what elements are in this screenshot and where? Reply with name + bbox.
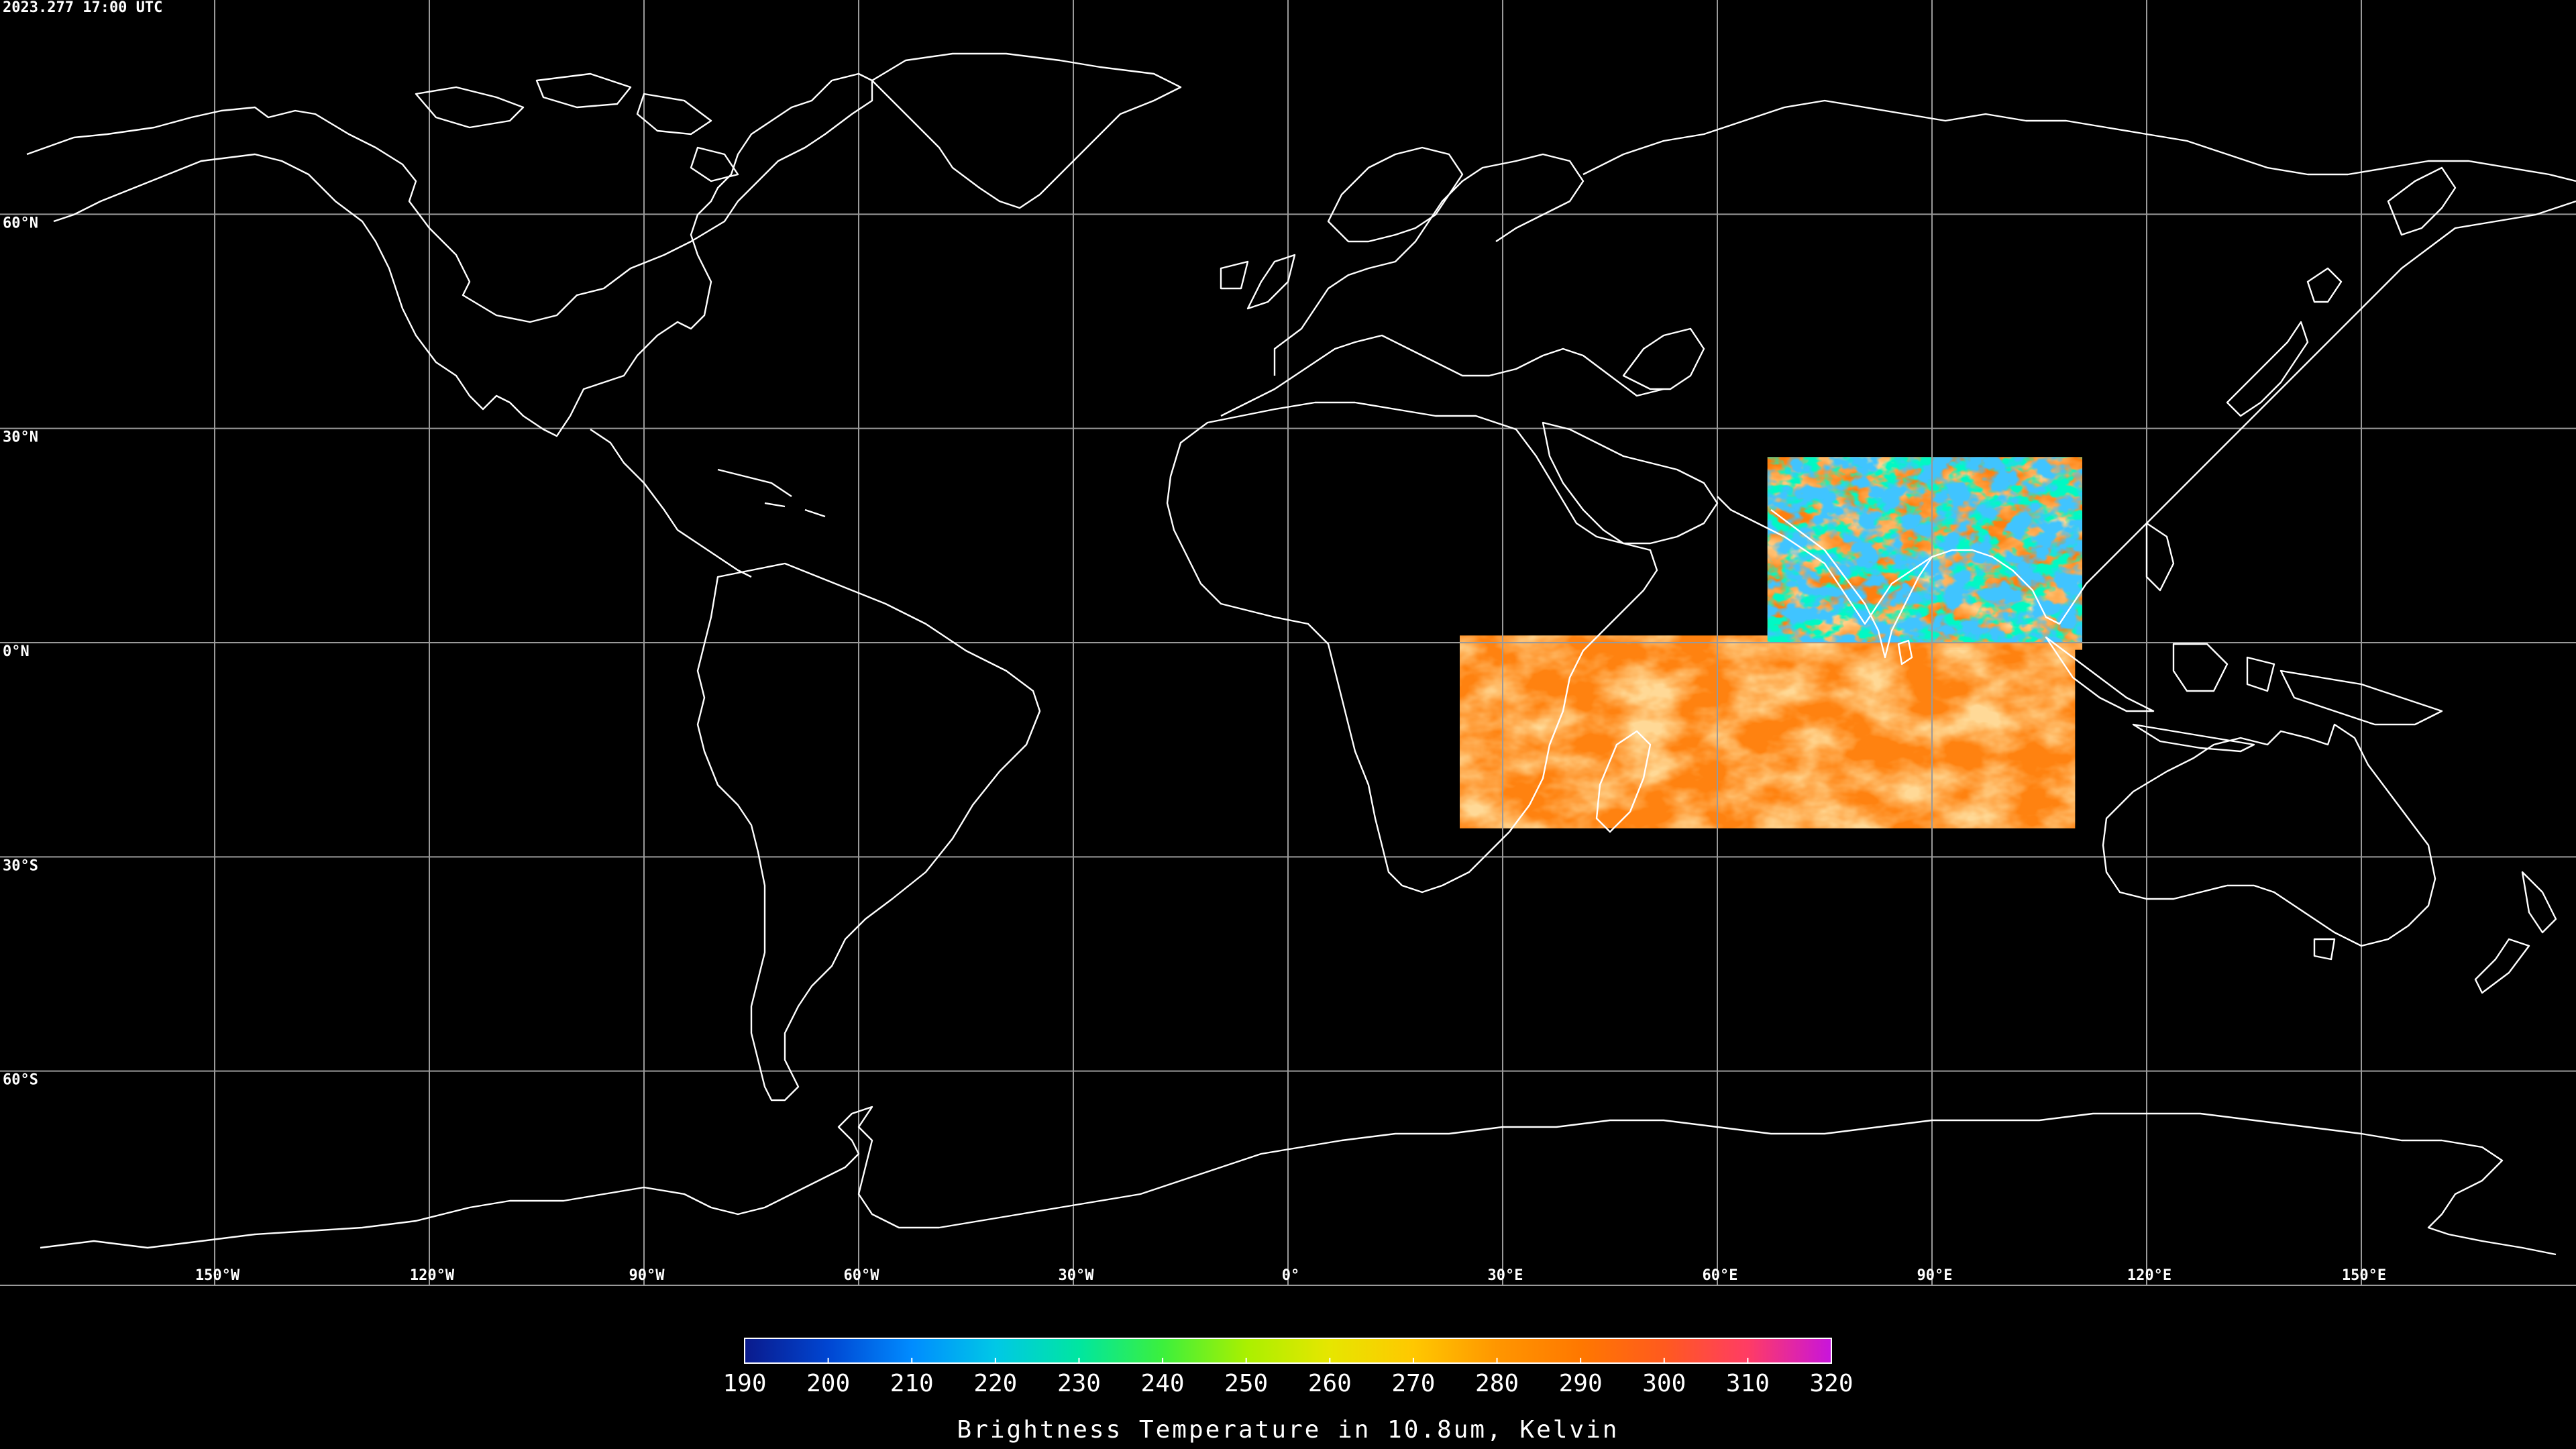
longitude-label: 30°E [1488, 1267, 1523, 1284]
colorbar-tick-label: 210 [890, 1370, 934, 1397]
coast-india [1770, 509, 1933, 659]
coast-africa [1166, 401, 1658, 894]
longitude-label: 30°W [1059, 1267, 1095, 1284]
longitude-label: 90°W [629, 1267, 665, 1284]
coast-south-america [696, 562, 1041, 1102]
latitude-label: 30°S [3, 857, 38, 874]
coast-north-america [26, 72, 873, 437]
longitude-label: 120°E [2127, 1267, 2171, 1284]
colorbar-tick-label: 270 [1391, 1370, 1435, 1397]
coast-arctic-archipelago [415, 72, 739, 182]
colorbar-tick-label: 200 [806, 1370, 850, 1397]
colorbar-tick-label: 260 [1308, 1370, 1352, 1397]
longitude-label: 60°W [844, 1267, 880, 1284]
timestamp-label: 2023.277 17:00 UTC [3, 0, 162, 16]
colorbar: 190 200 210 220 230 240 250 260 270 280 290 300 310 3… [722, 1338, 1854, 1444]
colorbar-tick-label: 230 [1057, 1370, 1101, 1397]
brightness-temperature-overlay [1460, 457, 2082, 828]
latitude-label: 60°S [3, 1072, 38, 1089]
latitude-label: 60°N [3, 215, 38, 231]
coast-kamchatka [2387, 166, 2457, 236]
coast-new-zealand [2474, 871, 2557, 994]
coast-japan [2226, 267, 2343, 417]
longitude-label: 150°W [195, 1267, 240, 1284]
colorbar-title: Brightness Temperature in 10.8um, Kelvin [957, 1416, 1619, 1444]
longitude-labels: 150°W 120°W 90°W 60°W 30°W 0° 30°E 60°E 90°E 120°… [195, 1267, 2386, 1284]
longitude-label: 150°E [2342, 1267, 2386, 1284]
colorbar-tick-label: 300 [1642, 1370, 1686, 1397]
graticule [0, 0, 2576, 1286]
longitude-label: 120°W [410, 1267, 455, 1284]
latitude-label: 0°N [3, 643, 30, 660]
coast-antarctica [40, 1106, 2557, 1256]
colorbar-tick-label: 280 [1475, 1370, 1519, 1397]
colorbar-tick-label: 190 [722, 1370, 766, 1397]
coast-scandinavia [1327, 146, 1464, 243]
coast-caribbean [717, 468, 826, 518]
colorbar-tick-label: 310 [1726, 1370, 1770, 1397]
colorbar-tick-label: 250 [1224, 1370, 1268, 1397]
latitude-label: 30°N [3, 429, 38, 446]
coast-arabia [1542, 327, 1719, 545]
data-block-south-texture [1460, 635, 2076, 828]
longitude-label: 90°E [1917, 1267, 1953, 1284]
coastlines [26, 52, 2576, 1256]
coast-sri-lanka [1897, 639, 1913, 665]
coast-madagascar [1595, 730, 1652, 833]
coast-asia [1582, 99, 2576, 625]
longitude-label: 0° [1282, 1267, 1300, 1284]
coast-greenland [871, 52, 1182, 209]
colorbar-gradient [744, 1338, 1832, 1364]
coast-europe [1220, 153, 1664, 417]
convective-clouds-cold [1767, 457, 2082, 643]
colorbar-tick-label: 320 [1809, 1370, 1853, 1397]
coast-tasmania [2313, 938, 2336, 961]
colorbar-tick-label: 220 [973, 1370, 1017, 1397]
latitude-labels: 60°N 30°N 0°N 30°S 60°S [3, 215, 38, 1088]
colorbar-ticks: 190 200 210 220 230 240 250 260 270 280 290 300 310 3… [722, 1358, 1854, 1397]
coast-central-america [590, 429, 752, 578]
coast-indonesia [2045, 522, 2443, 753]
coast-australia [2102, 723, 2436, 947]
colorbar-tick-label: 240 [1141, 1370, 1185, 1397]
longitude-label: 60°E [1703, 1267, 1738, 1284]
colorbar-tick-label: 290 [1559, 1370, 1603, 1397]
